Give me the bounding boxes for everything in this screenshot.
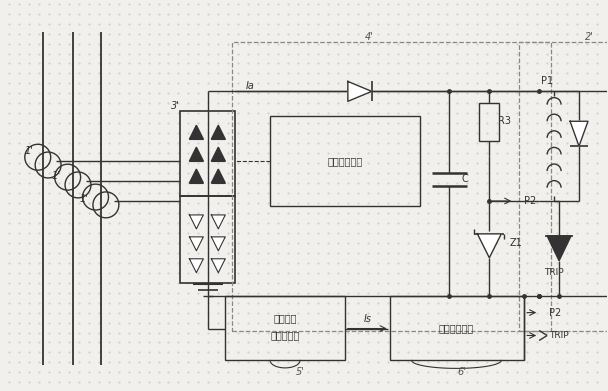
Bar — [270, 116, 420, 206]
Text: C: C — [461, 174, 468, 184]
Polygon shape — [212, 169, 226, 183]
Text: 电流传感: 电流传感 — [274, 314, 297, 324]
Polygon shape — [212, 237, 226, 251]
Polygon shape — [190, 125, 203, 139]
Polygon shape — [212, 125, 226, 139]
Polygon shape — [190, 237, 203, 251]
Text: Ia: Ia — [246, 81, 255, 91]
Bar — [232, 41, 551, 330]
Bar — [519, 41, 608, 330]
Text: Is: Is — [364, 314, 371, 324]
Text: P2: P2 — [524, 196, 536, 206]
Polygon shape — [547, 236, 571, 261]
Text: TRIP: TRIP — [544, 268, 564, 277]
Polygon shape — [212, 147, 226, 161]
Bar — [181, 196, 235, 283]
Polygon shape — [190, 259, 203, 273]
Bar — [181, 111, 235, 196]
Text: 电压调节电路: 电压调节电路 — [327, 156, 362, 166]
Text: 3': 3' — [171, 101, 180, 111]
Polygon shape — [190, 215, 203, 229]
Text: 6': 6' — [457, 368, 466, 377]
Text: R3: R3 — [498, 116, 511, 126]
Polygon shape — [570, 121, 588, 146]
Text: 4': 4' — [365, 32, 374, 41]
Text: Z1: Z1 — [510, 238, 522, 248]
Text: P1: P1 — [541, 76, 553, 86]
Polygon shape — [212, 215, 226, 229]
Polygon shape — [190, 169, 203, 183]
Text: 电子处理单元: 电子处理单元 — [439, 323, 474, 334]
Text: 和测量装置: 和测量装置 — [271, 330, 300, 341]
Text: 1': 1' — [52, 171, 60, 181]
Polygon shape — [348, 81, 371, 101]
Bar — [226, 296, 345, 361]
Bar — [479, 103, 499, 141]
Polygon shape — [190, 147, 203, 161]
Text: 2': 2' — [584, 32, 593, 41]
Bar — [390, 296, 524, 361]
Polygon shape — [477, 234, 502, 258]
Text: 5': 5' — [295, 368, 305, 377]
Text: TRIP: TRIP — [549, 331, 568, 340]
Text: 1': 1' — [24, 146, 33, 156]
Text: 1': 1' — [80, 194, 88, 204]
Polygon shape — [212, 259, 226, 273]
Text: P2: P2 — [549, 308, 561, 317]
